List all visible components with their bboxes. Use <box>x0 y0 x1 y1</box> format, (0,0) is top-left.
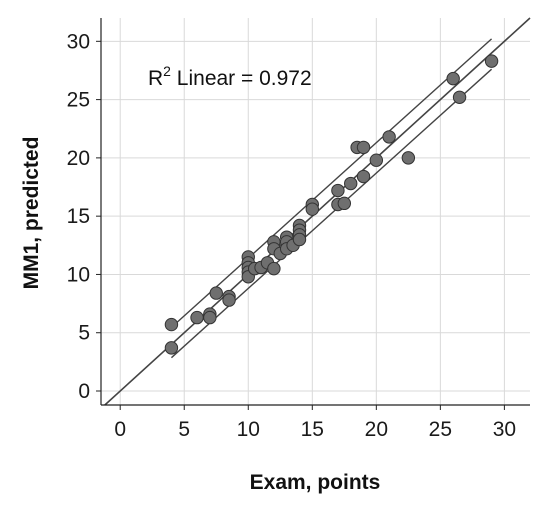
data-point <box>190 310 204 325</box>
axes <box>96 18 530 410</box>
data-point <box>356 169 371 184</box>
data-point <box>209 286 223 300</box>
data-point <box>331 183 345 198</box>
tick-labels: 0 5 10 15 20 25 30 0 5 10 15 20 25 30 <box>67 30 516 441</box>
data-point <box>164 341 179 355</box>
data-point <box>267 261 281 276</box>
upper-band-line <box>170 38 493 328</box>
data-point <box>484 54 499 68</box>
data-point <box>305 202 319 216</box>
y-tick-label: 20 <box>67 147 90 170</box>
y-tick-label: 15 <box>67 205 90 228</box>
x-tick-label: 30 <box>493 418 516 441</box>
data-point <box>382 130 396 144</box>
y-tick-label: 5 <box>78 322 90 345</box>
data-point <box>222 293 236 307</box>
y-axis-title: MM1, predicted <box>20 137 43 290</box>
r2-symbol: R <box>148 67 163 90</box>
data-point <box>452 90 467 104</box>
data-point <box>337 196 352 211</box>
r2-annotation: R2 Linear = 0.972 <box>148 63 312 90</box>
lower-band-line <box>170 68 493 359</box>
data-point <box>203 310 217 325</box>
data-point <box>344 176 358 191</box>
x-tick-label: 15 <box>301 418 324 441</box>
x-axis-title: Exam, points <box>250 471 381 494</box>
data-point <box>401 151 416 165</box>
y-tick-label: 25 <box>67 89 90 112</box>
data-point <box>292 232 307 247</box>
data-point <box>446 71 460 86</box>
data-point <box>369 153 384 167</box>
data-point <box>356 140 371 155</box>
y-tick-label: 10 <box>67 263 90 286</box>
x-tick-label: 0 <box>114 418 126 441</box>
data-points <box>164 54 499 355</box>
r2-text: Linear = 0.972 <box>171 67 312 90</box>
data-point <box>164 317 179 332</box>
y-tick-label: 30 <box>67 30 90 53</box>
r2-superscript: 2 <box>163 63 171 79</box>
x-tick-label: 5 <box>178 418 190 441</box>
y-tick-label: 0 <box>78 380 90 403</box>
x-tick-label: 10 <box>237 418 260 441</box>
x-tick-label: 25 <box>429 418 452 441</box>
x-tick-label: 20 <box>365 418 388 441</box>
